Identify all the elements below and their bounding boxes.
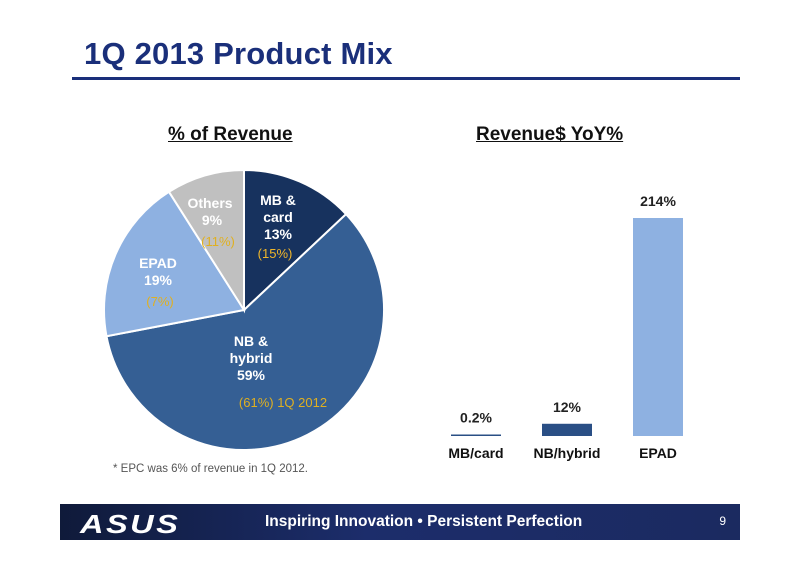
bar-value-label: 214% — [640, 193, 676, 209]
pie-slice — [105, 212, 385, 451]
footer-banner: ASUS Inspiring Innovation • Persistent P… — [60, 504, 740, 540]
title-divider — [72, 77, 740, 80]
slice-label: 13% — [264, 226, 293, 242]
bar-category-label: EPAD — [639, 445, 677, 461]
bar-category-label: NB/hybrid — [534, 445, 601, 461]
slice-label: EPAD — [139, 255, 177, 271]
pie-slice — [103, 190, 246, 338]
bar — [542, 423, 592, 436]
slice-prior-year-label: (7%) — [146, 294, 173, 309]
bar-category-label: MB/card — [448, 445, 503, 461]
page-number: 9 — [719, 514, 726, 528]
bar-chart-title: Revenue$ YoY% — [476, 124, 624, 145]
pie-slice — [167, 168, 245, 314]
slice-label: NB & — [234, 333, 268, 349]
slice-label: MB & — [260, 192, 296, 208]
bar-value-label: 12% — [553, 399, 582, 415]
slice-label: Others — [187, 195, 232, 211]
slice-prior-year-label: (15%) — [258, 246, 293, 261]
footer-slogan: Inspiring Innovation • Persistent Perfec… — [265, 513, 583, 530]
bar — [451, 434, 501, 436]
pie-chart-title: % of Revenue — [168, 124, 293, 145]
slice-prior-year-label: (11%) — [201, 234, 235, 249]
slice-label: 9% — [202, 212, 223, 228]
slice-label: card — [263, 209, 293, 225]
footnote: * EPC was 6% of revenue in 1Q 2012. — [113, 463, 308, 475]
bar-value-label: 0.2% — [460, 410, 492, 426]
slice-label: 19% — [144, 272, 173, 288]
slice-prior-year-label: (61%) 1Q 2012 — [239, 395, 327, 410]
page-title: 1Q 2013 Product Mix — [84, 36, 393, 71]
slice-label: hybrid — [230, 350, 273, 366]
bar — [633, 218, 683, 436]
asus-logo: ASUS — [80, 509, 181, 539]
pie-slice — [243, 168, 348, 313]
slice-label: 59% — [237, 367, 266, 383]
